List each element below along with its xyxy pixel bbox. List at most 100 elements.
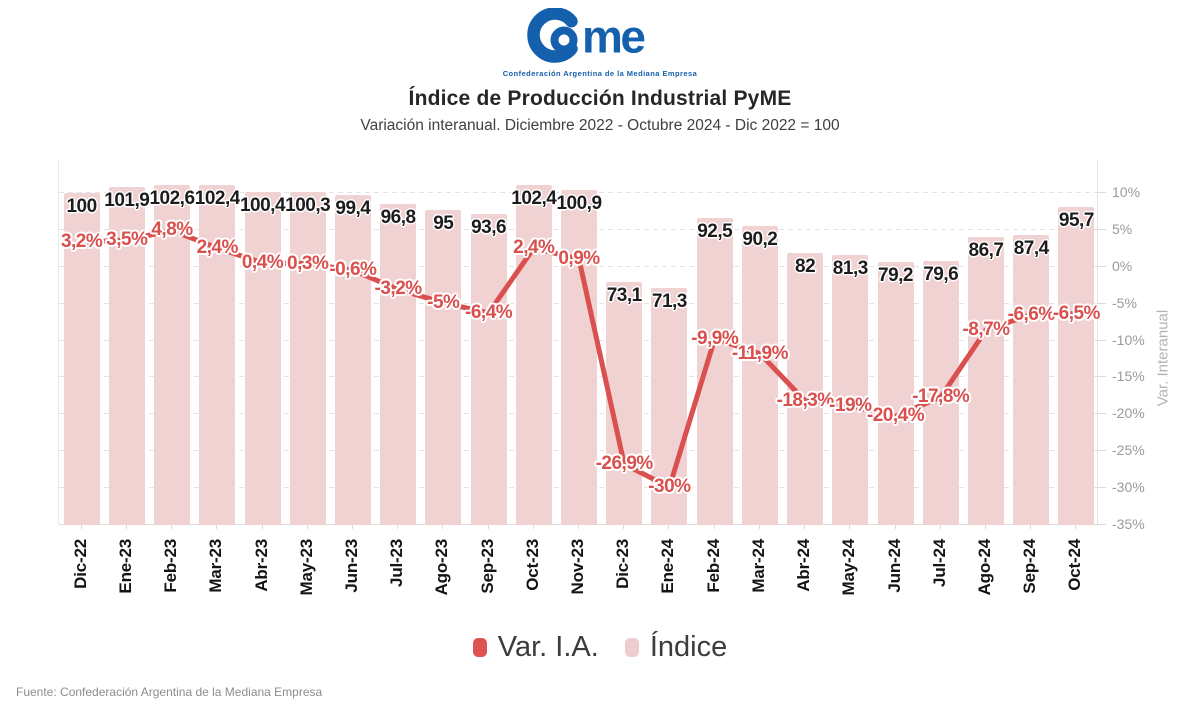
x-axis-tick-mark <box>985 525 986 529</box>
line-value-label: 2,4% <box>513 237 555 259</box>
var-ia-swatch-icon <box>472 638 487 657</box>
line-value-label: -6,6% <box>1007 303 1056 325</box>
x-axis-tick-mark <box>306 525 308 529</box>
x-axis-tick-mark <box>713 525 715 529</box>
index-bar <box>877 262 914 525</box>
index-bar <box>515 185 552 525</box>
line-value-label: -11,9% <box>731 342 789 364</box>
index-bar <box>470 214 507 525</box>
index-bar <box>1013 235 1050 525</box>
x-axis-tick-mark <box>442 525 444 529</box>
chart-subtitle: Variación interanual. Diciembre 2022 - O… <box>360 117 840 134</box>
right-axis-tick-mark <box>1098 487 1106 489</box>
x-axis-label: Nov-23 <box>568 539 587 595</box>
line-value-label: 0,3% <box>287 252 329 274</box>
right-axis-tick-label: -30% <box>1112 479 1145 496</box>
bar-value-label: 100,3 <box>285 195 331 217</box>
bar-value-label: 79,6 <box>923 263 959 285</box>
index-bar <box>334 195 371 525</box>
x-axis-tick-mark <box>1030 525 1032 529</box>
x-axis-label: Sep-24 <box>1020 539 1040 594</box>
bar-value-label: 95,7 <box>1058 210 1094 232</box>
index-bar <box>244 191 281 525</box>
bar-value-label: 79,2 <box>878 265 913 287</box>
x-axis-label: Abr-23 <box>251 539 271 592</box>
x-axis-tick-mark <box>125 525 127 529</box>
line-value-label: 3,2% <box>60 231 103 253</box>
line-value-label: 3,5% <box>106 229 148 250</box>
line-value-label: 0,4% <box>241 251 284 273</box>
x-axis-label: Dic-22 <box>70 539 90 589</box>
x-axis-label: Jul-24 <box>929 539 949 587</box>
bar-value-label: 81,3 <box>832 258 868 280</box>
x-axis-label: Jun-23 <box>341 539 361 593</box>
x-axis-label: Abr-24 <box>794 539 814 592</box>
bar-value-label: 87,4 <box>1013 238 1049 259</box>
bar-value-label: 92,5 <box>697 221 733 243</box>
bar-value-label: 95 <box>433 212 454 234</box>
x-axis-tick-mark <box>894 525 896 529</box>
came-logo: me Confederación Argentina de la Mediana… <box>0 0 1200 78</box>
bar-value-label: 101,9 <box>104 189 150 211</box>
index-bar <box>63 193 100 525</box>
index-bar <box>154 184 190 525</box>
right-axis-tick-mark <box>1098 228 1106 230</box>
right-axis-tick-mark <box>1098 450 1106 452</box>
x-axis-label: Mar-23 <box>206 539 226 593</box>
x-axis-tick-mark <box>623 525 625 529</box>
line-value-label: -20,4% <box>866 405 925 427</box>
x-axis-label: Oct-24 <box>1065 539 1085 591</box>
bar-value-label: 73,1 <box>606 285 642 307</box>
index-bar <box>832 255 869 525</box>
x-axis-tick-mark <box>216 525 218 529</box>
x-axis-tick-mark <box>758 525 760 529</box>
index-bar <box>380 203 417 525</box>
index-bar <box>1058 207 1095 525</box>
x-axis-label: Feb-24 <box>703 539 723 593</box>
x-axis-tick-mark <box>1075 525 1077 529</box>
bar-value-label: 86,7 <box>968 240 1004 262</box>
x-axis-tick-mark <box>171 525 172 529</box>
line-value-label: -30% <box>648 476 691 498</box>
right-axis-tick-mark <box>1098 192 1106 193</box>
index-bar <box>289 192 326 525</box>
index-bar <box>108 186 145 525</box>
x-axis-label: Ago-23 <box>432 539 452 596</box>
x-axis-label: Ago-24 <box>975 539 994 596</box>
x-axis-tick-mark <box>351 525 353 529</box>
right-axis-tick-label: -25% <box>1112 442 1145 459</box>
bar-value-label: 100,9 <box>556 193 602 215</box>
line-value-label: -9,9% <box>691 327 739 349</box>
x-axis-tick-mark <box>939 525 941 529</box>
plot-area: 100 101,9 102,6 102,4 100,4 100,3 99,4 96,8 95 93… <box>58 160 1100 525</box>
index-bar <box>425 209 462 525</box>
chart-area: 100 101,9 102,6 102,4 100,4 100,3 99,4 96,8 95 93… <box>0 160 1200 595</box>
x-axis-label: Dic-23 <box>613 539 633 589</box>
legend: Var. I.A. Índice <box>0 631 1200 664</box>
right-axis-tick-label: -20% <box>1112 405 1145 422</box>
came-logo-icon: me <box>527 8 648 63</box>
right-axis-tick-mark <box>1098 413 1106 415</box>
bar-value-label: 100 <box>66 196 97 218</box>
right-axis-tick-label: -10% <box>1112 331 1145 348</box>
bar-value-label: 102,6 <box>149 187 195 209</box>
right-axis-tick-label: -5% <box>1112 294 1137 311</box>
x-axis-tick-mark <box>578 525 579 529</box>
right-axis-tick-label: 0% <box>1112 257 1133 274</box>
line-value-label: -18,3% <box>776 389 834 411</box>
x-axis-tick-mark <box>397 525 399 529</box>
right-axis-tick-mark <box>1098 302 1106 304</box>
right-axis-tick-label: -15% <box>1112 368 1145 385</box>
x-axis-tick-mark <box>668 525 670 529</box>
bar-value-label: 90,2 <box>742 228 778 250</box>
x-axis-tick-mark <box>849 525 851 529</box>
x-axis-tick-mark <box>532 525 534 529</box>
bar-value-label: 96,8 <box>380 206 416 228</box>
bar-value-label: 102,4 <box>194 188 241 210</box>
line-value-label: -6,4% <box>465 302 513 323</box>
bar-value-label: 93,6 <box>471 217 507 239</box>
right-axis-tick-mark <box>1098 376 1106 378</box>
indice-swatch-icon <box>624 638 639 657</box>
bar-value-label: 82 <box>795 255 816 277</box>
x-axis-label: Oct-23 <box>522 539 542 591</box>
